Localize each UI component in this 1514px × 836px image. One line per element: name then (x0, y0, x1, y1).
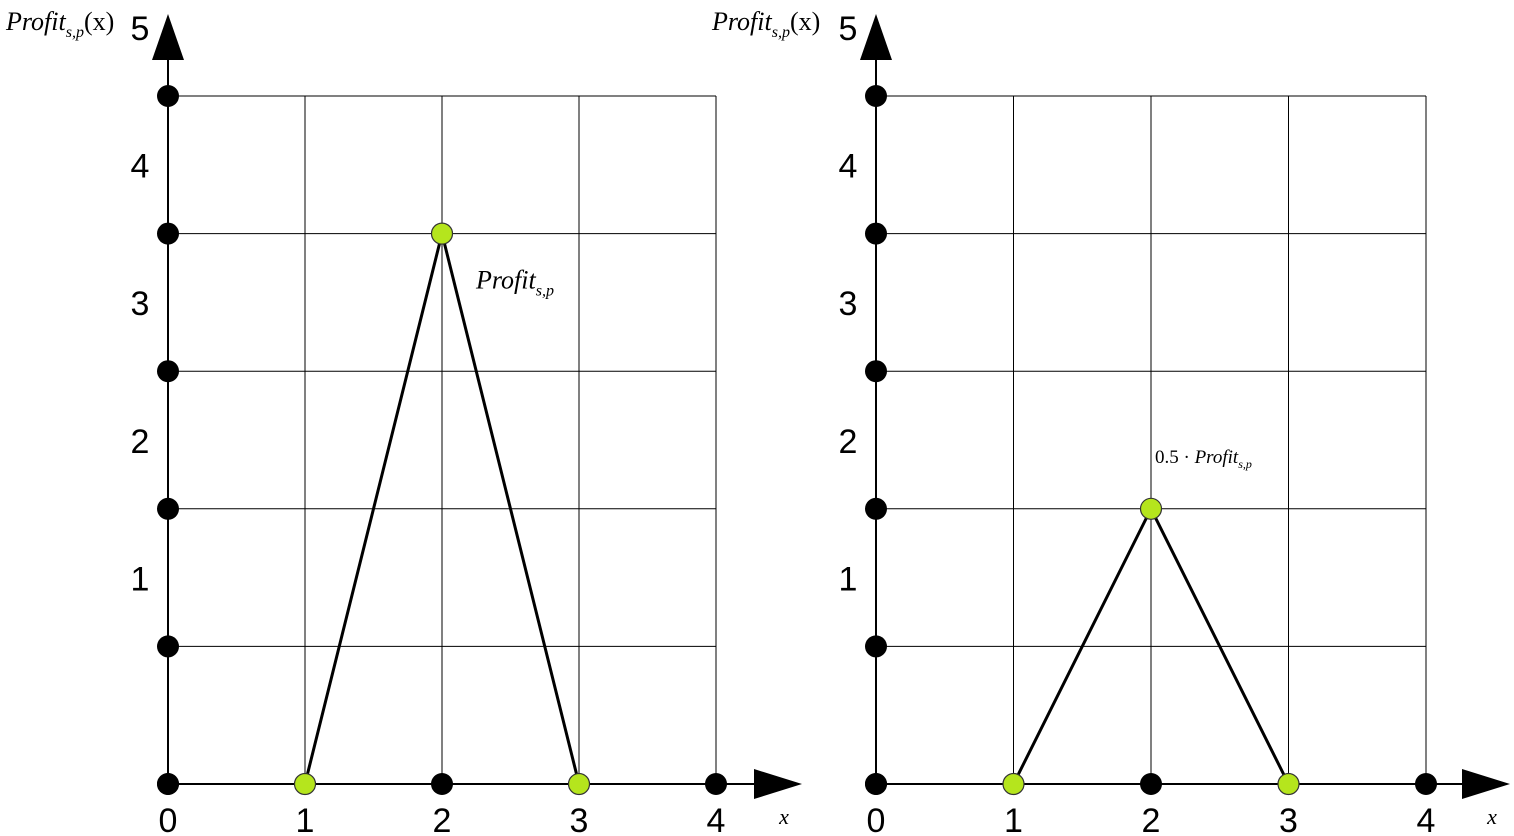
y-tick-label: 2 (839, 423, 858, 461)
x-tick-label: 0 (159, 802, 178, 836)
x-axis-marker (157, 773, 179, 795)
y-axis-marker (157, 222, 179, 245)
chart-panel-2: 0 1 2 3 4 1 2 3 4 5 Profits,p(x) x 0.5 · Profits,p (711, 7, 1510, 836)
y-axis-marker (865, 635, 887, 658)
annotation-label: Profits,p (475, 266, 554, 300)
y-tick-label: 2 (131, 423, 150, 461)
data-point (430, 222, 454, 245)
y-tick-label: 4 (131, 148, 150, 186)
x-axis-marker (705, 773, 727, 795)
x-axis-marker (431, 773, 453, 795)
y-tick-label: 5 (131, 10, 150, 48)
data-point (1002, 772, 1025, 796)
x-tick-label: 3 (570, 802, 589, 836)
x-tick-label: 2 (1142, 802, 1161, 836)
y-axis-marker (865, 222, 887, 245)
x-axis-marker (1140, 773, 1162, 795)
x-tick-label: 1 (296, 802, 315, 836)
y-tick-label: 3 (839, 285, 858, 323)
x-tick-label: 3 (1279, 802, 1298, 836)
y-axis-marker (157, 497, 179, 520)
x-axis-label: x (1486, 804, 1497, 829)
y-axis-label: Profits,p(x) (5, 7, 114, 41)
x-tick-label: 4 (1417, 802, 1436, 836)
y-axis-marker (865, 85, 887, 107)
y-tick-label: 3 (131, 285, 150, 323)
data-point (567, 772, 591, 796)
data-point (293, 772, 317, 796)
y-axis-arrow (152, 14, 184, 60)
x-tick-label: 1 (1004, 802, 1023, 836)
x-axis-arrow (754, 769, 802, 799)
y-axis-marker (865, 360, 887, 383)
y-tick-label: 4 (839, 148, 858, 186)
y-axis-marker (157, 85, 179, 107)
data-point (1277, 772, 1300, 796)
y-axis-marker (865, 497, 887, 520)
x-axis-marker (865, 773, 887, 795)
x-tick-label: 0 (867, 802, 886, 836)
x-axis-arrow (1462, 769, 1510, 799)
y-axis-label: Profits,p(x) (711, 7, 820, 41)
data-point (1139, 497, 1163, 520)
x-axis-label: x (778, 804, 789, 829)
y-tick-label: 1 (131, 560, 150, 598)
y-axis-marker (157, 635, 179, 658)
x-tick-label: 2 (433, 802, 452, 836)
chart-panel-1: 0 1 2 3 4 1 2 3 4 5 Profits,p(x) x Profits,p (5, 7, 802, 836)
annotation-label: 0.5 · Profits,p (1155, 447, 1252, 471)
x-tick-label: 4 (707, 802, 726, 836)
y-axis-marker (157, 360, 179, 383)
x-axis-marker (1415, 773, 1437, 795)
y-tick-label: 1 (839, 560, 858, 598)
y-axis-arrow (860, 14, 892, 60)
y-tick-label: 5 (839, 10, 858, 48)
